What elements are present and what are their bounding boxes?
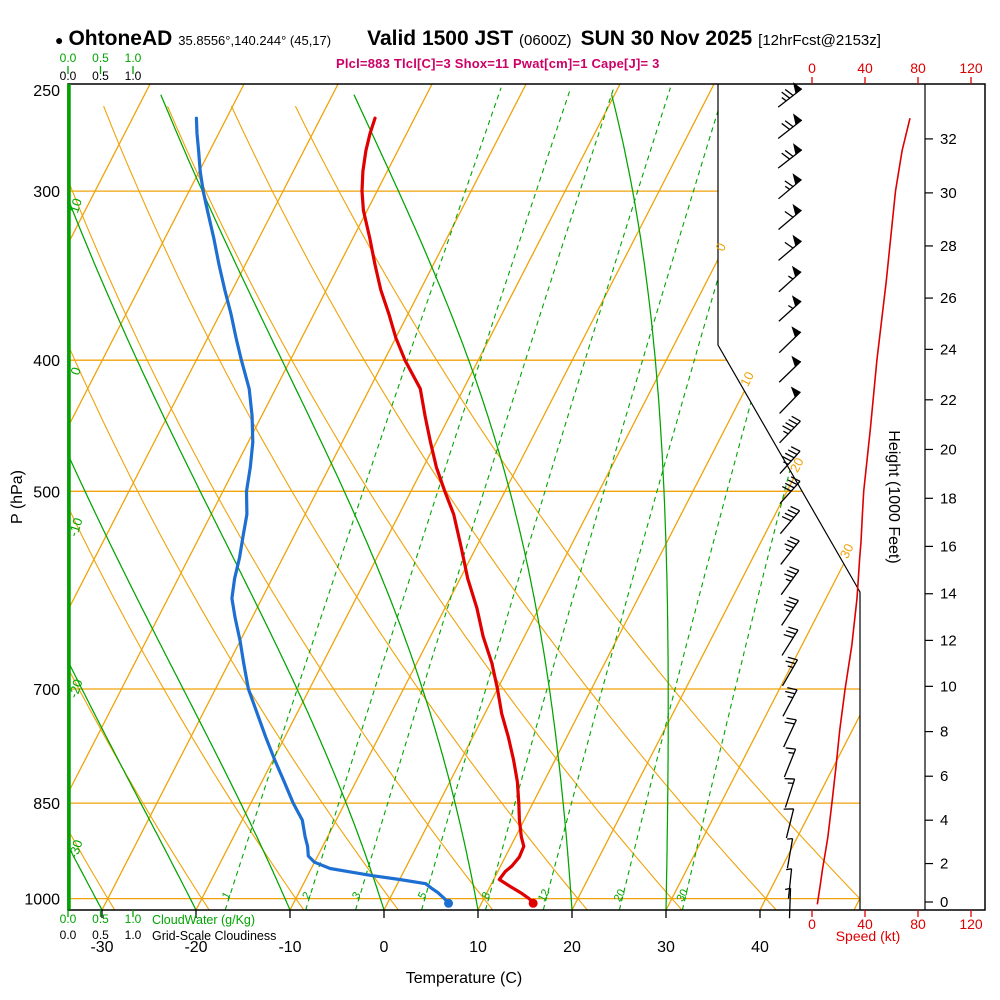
svg-text:0.5: 0.5	[92, 928, 109, 942]
svg-text:10: 10	[469, 939, 487, 956]
svg-text:24: 24	[940, 341, 957, 358]
svg-text:6: 6	[940, 768, 948, 785]
chart-header: ● OhtoneAD 35.8556°,140.244° (45,17) Val…	[55, 27, 881, 51]
temperature-curve	[360, 116, 538, 908]
svg-text:1.0: 1.0	[125, 51, 142, 65]
svg-text:0.5: 0.5	[92, 912, 109, 926]
svg-text:120: 120	[959, 916, 983, 932]
svg-text:2: 2	[300, 890, 313, 901]
pressure-axis: 250 300 400 500 700 850 1000	[24, 83, 60, 909]
svg-text:0.0: 0.0	[60, 51, 77, 65]
svg-text:2: 2	[940, 856, 948, 873]
svg-text:40: 40	[857, 916, 873, 932]
svg-text:-30: -30	[90, 939, 113, 956]
svg-text:8: 8	[480, 890, 493, 901]
temperature-axis: -30 -20 -10 0 10 20 30 40	[90, 910, 769, 956]
svg-text:40: 40	[751, 939, 769, 956]
svg-text:850: 850	[33, 796, 60, 813]
svg-text:22: 22	[940, 392, 957, 409]
svg-text:30: 30	[657, 939, 675, 956]
svg-text:1.0: 1.0	[125, 69, 142, 83]
svg-text:20: 20	[563, 939, 581, 956]
svg-text:1.0: 1.0	[125, 928, 142, 942]
svg-text:0: 0	[940, 894, 948, 911]
forecast-tag: [12hrFcst@2153z]	[758, 32, 881, 49]
svg-text:8: 8	[940, 724, 948, 741]
dry-adiabats	[68, 105, 860, 910]
cloud-scale: 0.0 0.0 0.0 0.0 0.5 0.5 0.5 0.5 1.0 1.0 1.0 1.0	[60, 51, 142, 942]
svg-text:500: 500	[33, 484, 60, 501]
station-coords: 35.8556°,140.244° (45,17)	[178, 33, 332, 48]
valid-time: Valid 1500 JST	[367, 27, 514, 50]
svg-text:300: 300	[33, 184, 60, 201]
dewpoint-curve	[194, 116, 454, 908]
svg-text:0: 0	[380, 939, 389, 956]
svg-text:10: 10	[66, 196, 85, 214]
svg-text:0.0: 0.0	[60, 69, 77, 83]
dewpoint-surface-dot	[444, 898, 454, 908]
valid-utc: (0600Z)	[519, 32, 572, 49]
svg-text:16: 16	[940, 538, 957, 555]
svg-text:80: 80	[910, 916, 926, 932]
background-grid	[68, 84, 860, 910]
svg-text:28: 28	[940, 238, 957, 255]
speed-axis-title: Speed (kt)	[835, 928, 901, 944]
svg-text:0: 0	[808, 60, 816, 76]
wind-barbs	[777, 82, 803, 919]
station-name: OhtoneAD	[68, 27, 173, 50]
temperature-axis-title: Temperature (C)	[405, 970, 523, 987]
svg-text:3: 3	[350, 890, 363, 901]
svg-text:5: 5	[416, 890, 429, 901]
mixing-ratio-lines	[224, 87, 860, 910]
svg-text:18: 18	[940, 490, 957, 507]
valid-date: SUN 30 Nov 2025	[580, 27, 753, 50]
isotherms	[68, 84, 860, 910]
svg-text:10: 10	[737, 369, 757, 389]
svg-text:4: 4	[940, 812, 948, 829]
pressure-axis-title: P (hPa)	[9, 470, 26, 524]
svg-text:12: 12	[940, 632, 957, 649]
svg-text:26: 26	[940, 290, 957, 307]
svg-text:30: 30	[675, 887, 691, 903]
svg-text:14: 14	[940, 586, 957, 603]
sounding-parameters: Plcl=883 Tlcl[C]=3 Shox=11 Pwat[cm]=1 Ca…	[336, 56, 660, 71]
svg-text:0.5: 0.5	[92, 69, 109, 83]
svg-text:80: 80	[910, 60, 926, 76]
svg-text:0.5: 0.5	[92, 51, 109, 65]
svg-text:-10: -10	[278, 939, 301, 956]
svg-text:32: 32	[940, 131, 957, 148]
svg-text:0: 0	[67, 365, 84, 377]
svg-text:0.0: 0.0	[60, 912, 77, 926]
temperature-surface-dot	[528, 898, 538, 908]
svg-text:700: 700	[33, 682, 60, 699]
svg-text:40: 40	[857, 60, 873, 76]
height-axis-title: Height (1000 Feet)	[885, 430, 902, 564]
svg-text:30: 30	[940, 185, 957, 202]
cloudwater-axis-title: CloudWater (g/Kg)	[152, 913, 256, 927]
moist-adiabats	[68, 94, 669, 910]
svg-text:1.0: 1.0	[125, 912, 142, 926]
svg-text:30: 30	[837, 541, 857, 561]
svg-text:400: 400	[33, 353, 60, 370]
svg-text:0: 0	[808, 916, 816, 932]
pressure-gridlines	[68, 190, 860, 900]
cloudiness-axis-title: Grid-Scale Cloudiness	[152, 929, 277, 943]
svg-text:250: 250	[33, 83, 60, 100]
svg-text:1000: 1000	[24, 892, 60, 909]
svg-text:120: 120	[959, 60, 983, 76]
svg-text:20: 20	[612, 887, 628, 903]
svg-text:-20: -20	[184, 939, 207, 956]
svg-text:20: 20	[940, 441, 957, 458]
svg-text:12: 12	[536, 887, 552, 903]
svg-text:10: 10	[940, 678, 957, 695]
svg-text:0.0: 0.0	[60, 928, 77, 942]
wind-speed-curve	[816, 118, 911, 905]
svg-text:1: 1	[220, 890, 233, 901]
svg-text:0: 0	[712, 240, 729, 253]
station-bullet-icon: ●	[55, 32, 64, 48]
